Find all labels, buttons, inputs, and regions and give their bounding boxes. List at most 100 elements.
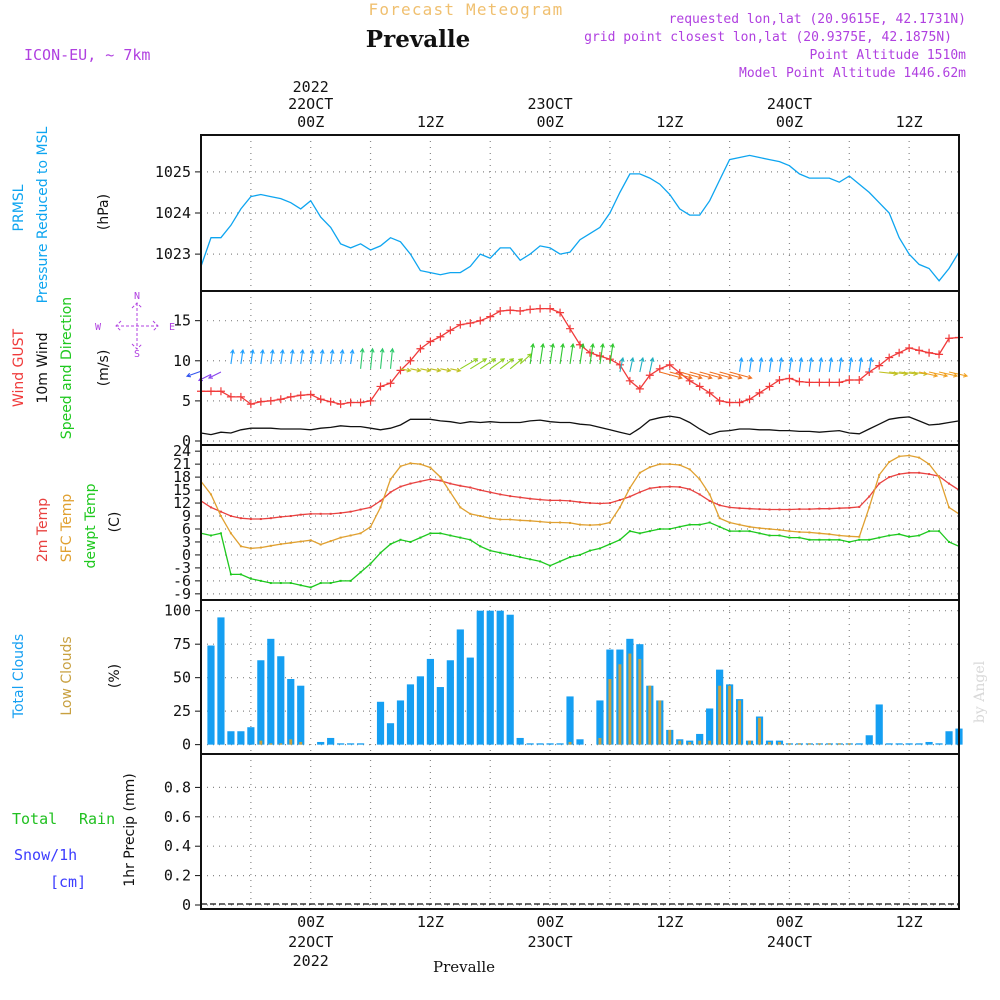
gust-marker — [655, 364, 664, 373]
temp-point — [888, 460, 891, 463]
wind-vector — [928, 371, 949, 378]
y-tick-label: 0 — [182, 736, 191, 754]
temp-point — [519, 496, 522, 499]
temp-point — [239, 517, 242, 520]
temp-point — [728, 530, 731, 533]
temp-point — [798, 531, 801, 534]
y-tick-label: 0.8 — [164, 778, 191, 796]
temp-point — [399, 538, 402, 541]
temp-point — [539, 520, 542, 523]
top-axis-hour: 12Z — [896, 113, 923, 131]
wind-vector — [269, 348, 275, 365]
bar-total — [376, 701, 385, 745]
bar-low — [289, 739, 293, 745]
gust-marker — [526, 305, 535, 314]
temp-point — [758, 508, 761, 511]
temp-point — [349, 510, 352, 513]
temp-point — [818, 538, 821, 541]
temp-point — [798, 508, 801, 511]
bar-total — [217, 617, 225, 745]
temp-unit-label: (C) — [107, 512, 123, 533]
temp-point — [908, 535, 911, 538]
temp-point — [529, 519, 532, 522]
temp-point — [399, 465, 402, 468]
wind-vector — [918, 371, 939, 378]
station-name: Prevalle — [366, 26, 470, 53]
temp-point — [808, 538, 811, 541]
y-tick-label: 24 — [173, 442, 191, 460]
gust-marker — [286, 392, 295, 401]
temp-point — [219, 510, 222, 513]
temp-point — [878, 473, 881, 476]
requested-coords: requested lon,lat (20.9615E, 42.1731N) — [669, 12, 966, 27]
bar-total — [456, 629, 464, 745]
gust-marker — [216, 387, 225, 396]
gust-marker — [845, 376, 854, 385]
y-tick-label: 0.6 — [164, 808, 191, 826]
wind-vector — [359, 347, 365, 369]
top-axis-date: 22OCT — [288, 95, 333, 113]
temp-panel-labels: 2m Temp SFC Temp dewpt Temp (C) — [35, 483, 123, 568]
wind-vector — [299, 348, 305, 365]
temp-point — [559, 521, 562, 524]
y-tick-label: 21 — [173, 455, 191, 473]
temp-point — [938, 530, 941, 533]
gust-marker — [326, 397, 335, 406]
bar-total — [905, 743, 913, 745]
bar-low — [837, 743, 841, 745]
temp-point — [579, 553, 581, 556]
panel-frame — [200, 599, 960, 755]
wind-panel-labels: Wind GUST 10m Wind Speed and Direction (… — [11, 297, 112, 439]
gust-marker — [476, 316, 485, 325]
wind-vector — [619, 356, 625, 373]
credit-watermark: by Angel — [972, 660, 988, 723]
wind-vector — [440, 367, 452, 373]
wind-vector — [185, 370, 202, 378]
total-label: Total — [12, 810, 57, 828]
temp-point — [818, 507, 821, 510]
gust-marker — [396, 366, 405, 375]
gust-marker — [905, 343, 914, 352]
bar-total — [546, 743, 554, 745]
top-axis-hour: 00Z — [537, 113, 564, 131]
temp-point — [878, 536, 881, 539]
temp-point — [718, 517, 721, 520]
temp-point — [349, 534, 352, 537]
temp-point — [698, 478, 701, 481]
temp-point — [569, 521, 572, 524]
temp-point — [459, 536, 462, 539]
gust-marker — [416, 344, 425, 353]
gust-marker — [665, 360, 674, 369]
temp-point — [788, 508, 791, 511]
temp-point — [429, 466, 432, 469]
temp-point — [579, 523, 581, 526]
precip-panel-labels: Total Rain Snow/1h [cm] 1hr Precip (mm) — [12, 773, 138, 891]
bar-low — [708, 740, 712, 745]
wind-vector — [420, 367, 432, 373]
temp-point — [618, 538, 621, 541]
temp-point — [439, 479, 442, 482]
wind-vector — [868, 356, 874, 373]
temp-point — [768, 527, 771, 530]
temp-point — [299, 540, 302, 543]
top-axis-date: 23OCT — [528, 95, 573, 113]
temp-point — [559, 499, 562, 502]
wind-vector — [798, 356, 804, 373]
temp-point — [928, 463, 931, 466]
wind-vector — [649, 356, 655, 373]
gust-marker — [755, 388, 764, 397]
bar-total — [596, 700, 604, 745]
top-axis-date: 24OCT — [767, 95, 812, 113]
bar-low — [279, 743, 283, 745]
bar-total — [317, 741, 325, 745]
wind-vector — [609, 342, 615, 365]
bottom-axis-hour: 00Z — [297, 913, 324, 931]
temp-point — [219, 515, 222, 518]
panel-frame — [200, 290, 960, 446]
temp-point — [658, 527, 661, 530]
temp-point — [918, 456, 921, 459]
wind-vector — [748, 356, 754, 373]
temp-point — [658, 463, 661, 466]
snow-unit-label: [cm] — [50, 873, 86, 891]
